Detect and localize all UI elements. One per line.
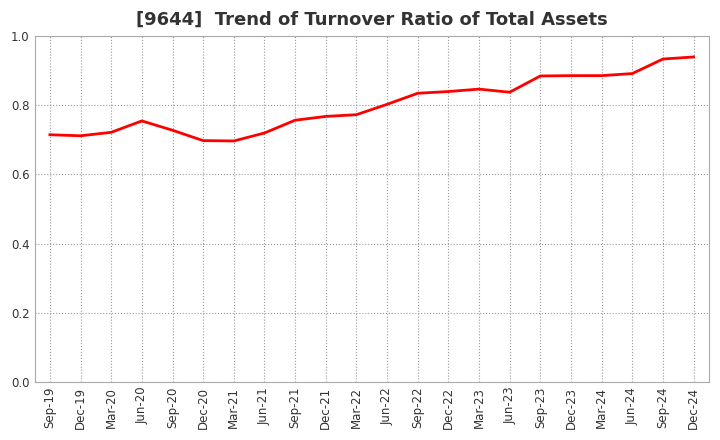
Title: [9644]  Trend of Turnover Ratio of Total Assets: [9644] Trend of Turnover Ratio of Total … — [136, 11, 608, 29]
